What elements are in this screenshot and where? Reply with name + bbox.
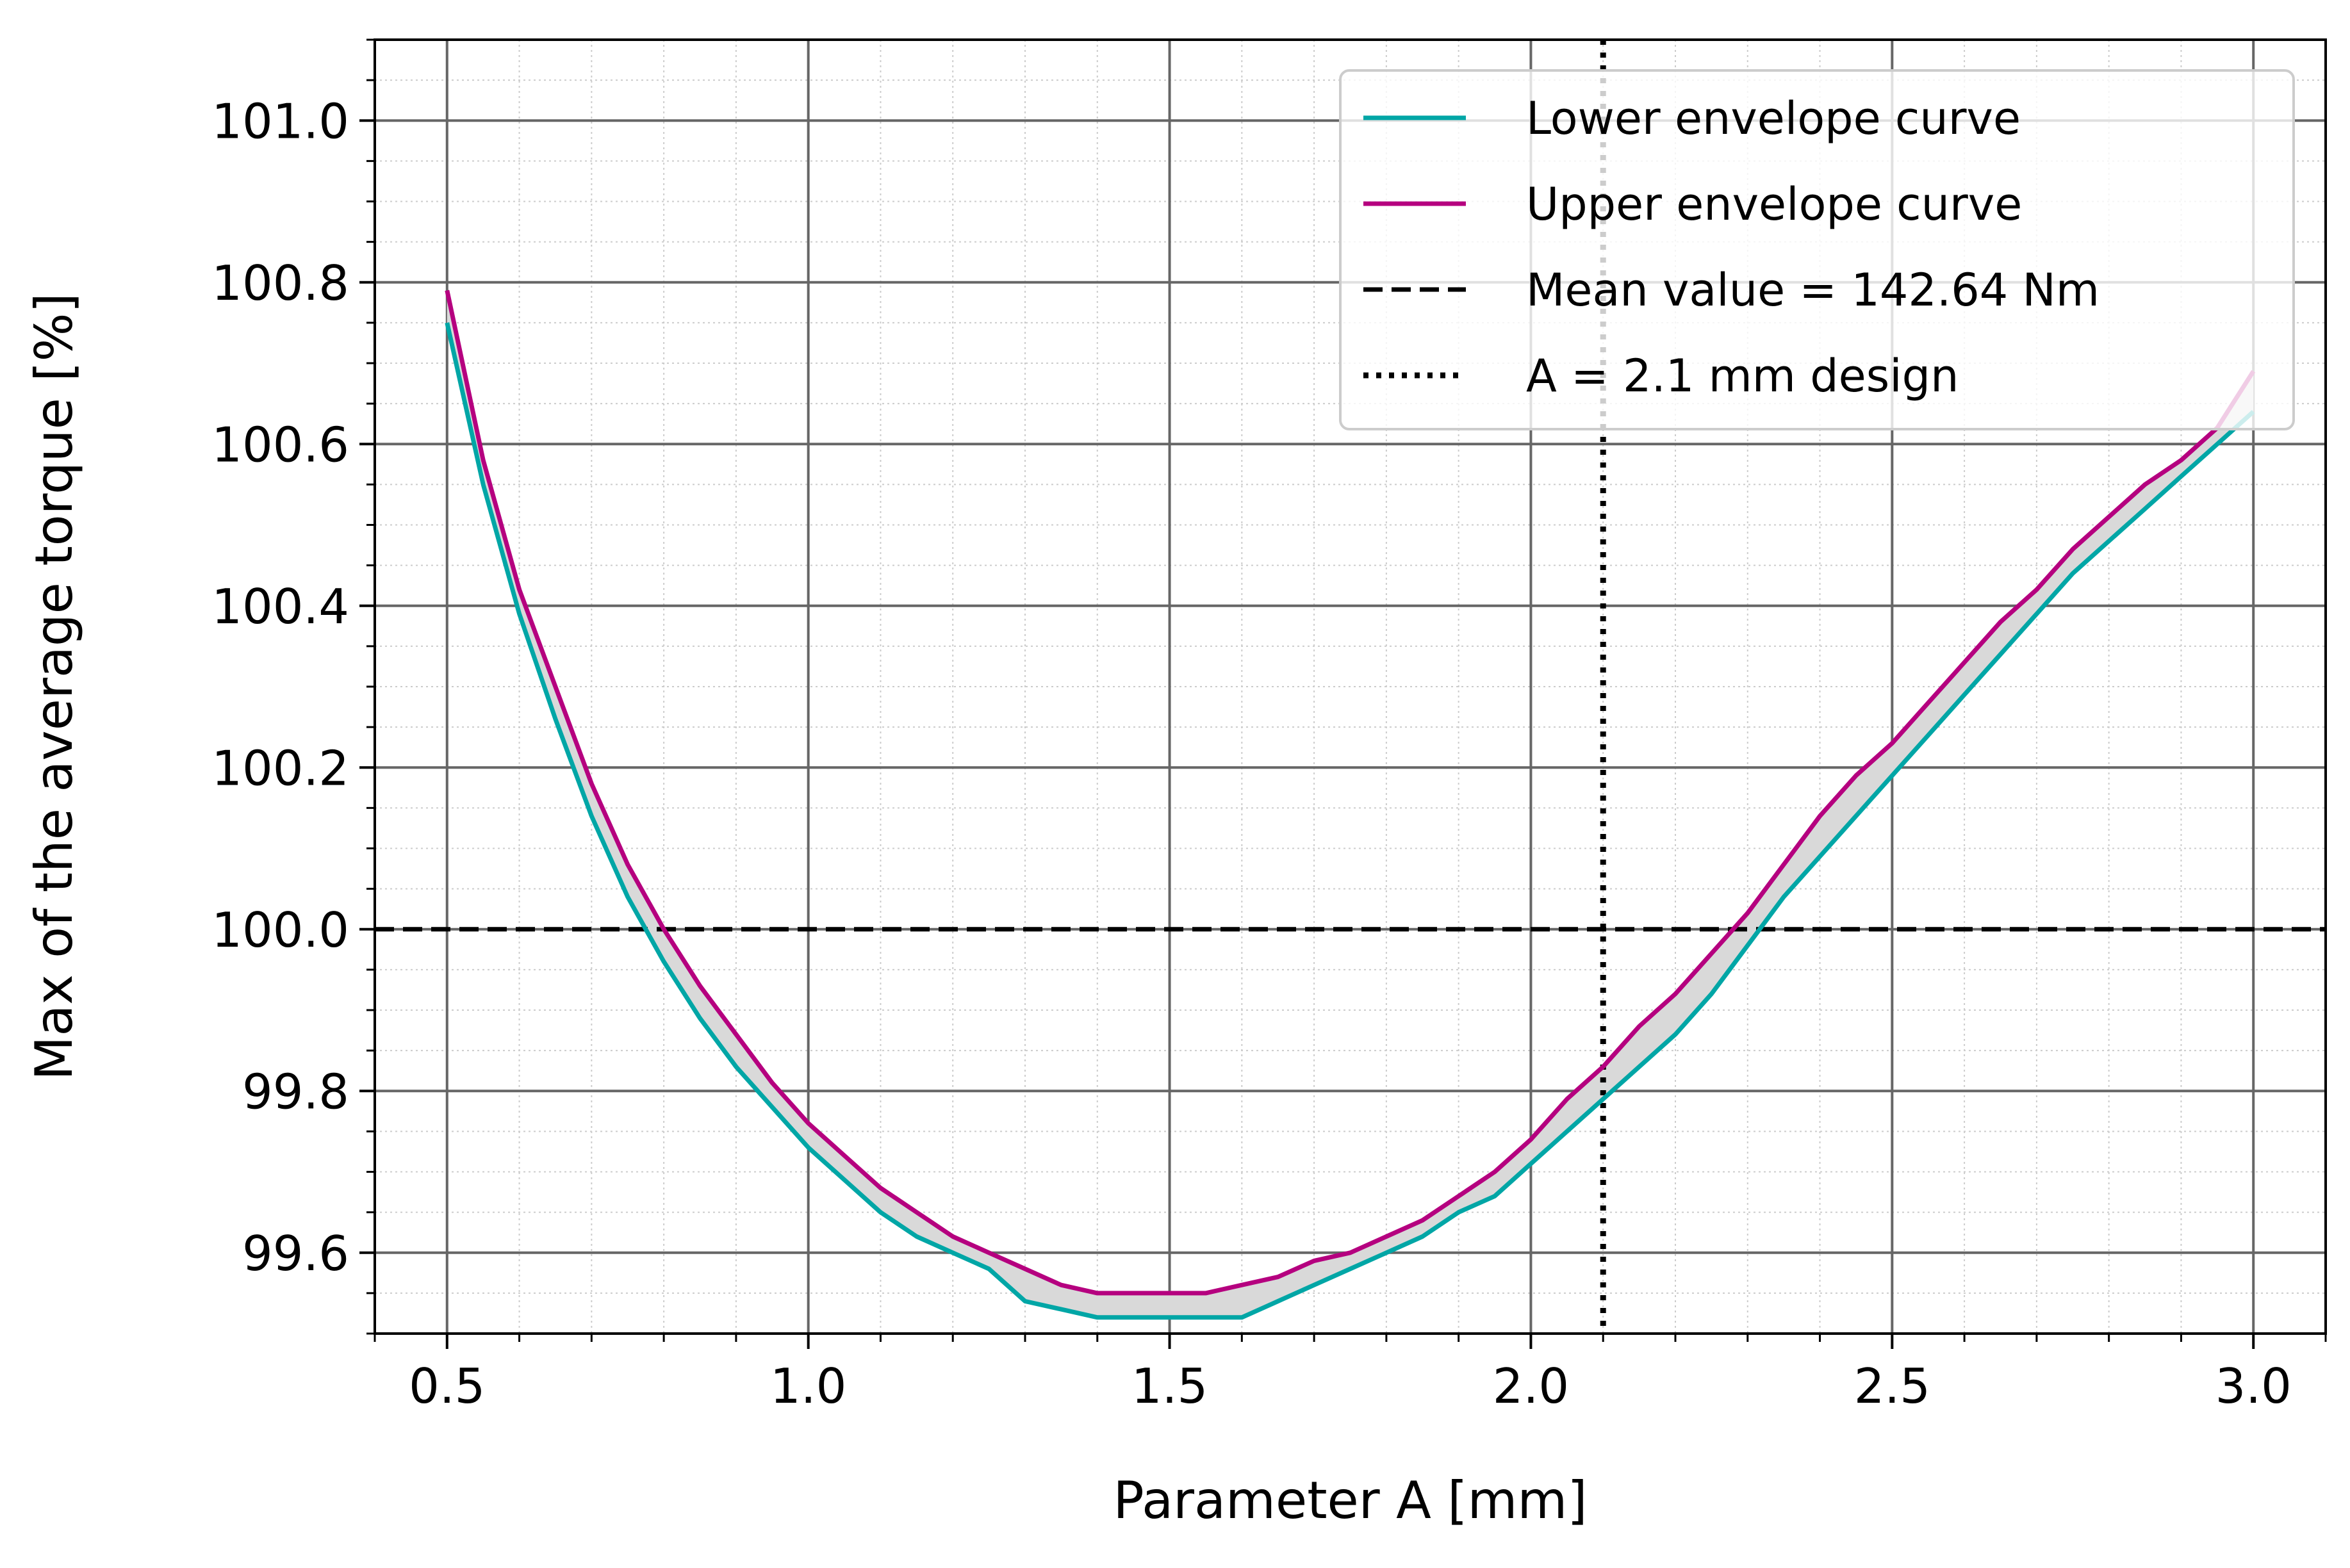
- legend-label: Mean value = 142.64 Nm: [1526, 264, 2099, 316]
- x-tick-label: 2.5: [1854, 1358, 1930, 1414]
- y-tick-label: 101.0: [211, 93, 349, 149]
- x-tick-label: 2.0: [1493, 1358, 1569, 1414]
- legend-label: A = 2.1 mm design: [1526, 350, 1959, 402]
- tick-labels: 0.5 1.0 1.5 2.0 2.5 3.0 99.6 99.8 100.0 100.2 100.…: [211, 93, 2292, 1414]
- y-tick-label: 100.6: [211, 416, 349, 473]
- upper-series-line: [445, 290, 2256, 1296]
- y-tick-label: 99.6: [242, 1225, 349, 1282]
- y-tick-label: 100.8: [211, 255, 349, 311]
- reference-lines: [375, 40, 2326, 1334]
- y-tick-label: 100.2: [211, 740, 349, 796]
- x-tick-label: 1.5: [1131, 1358, 1208, 1414]
- lower-series-line: [445, 322, 2255, 1320]
- y-axis-label: Max of the average torque [%]: [24, 293, 84, 1080]
- axis-ticks: [359, 38, 2327, 1349]
- x-tick-label: 3.0: [2215, 1358, 2292, 1414]
- y-tick-label: 100.4: [211, 578, 349, 635]
- legend-label: Upper envelope curve: [1526, 178, 2022, 231]
- y-tick-label: 100.0: [211, 902, 349, 958]
- series-lines: [445, 290, 2256, 1320]
- x-tick-label: 0.5: [409, 1358, 485, 1414]
- legend-label: Lower envelope curve: [1526, 92, 2021, 145]
- y-tick-label: 99.8: [242, 1063, 349, 1120]
- x-tick-label: 1.0: [770, 1358, 846, 1414]
- x-axis-label: Parameter A [mm]: [1113, 1471, 1587, 1530]
- legend-box: [1339, 69, 2295, 430]
- legend: Lower envelope curve Upper envelope curve…: [1339, 69, 2295, 430]
